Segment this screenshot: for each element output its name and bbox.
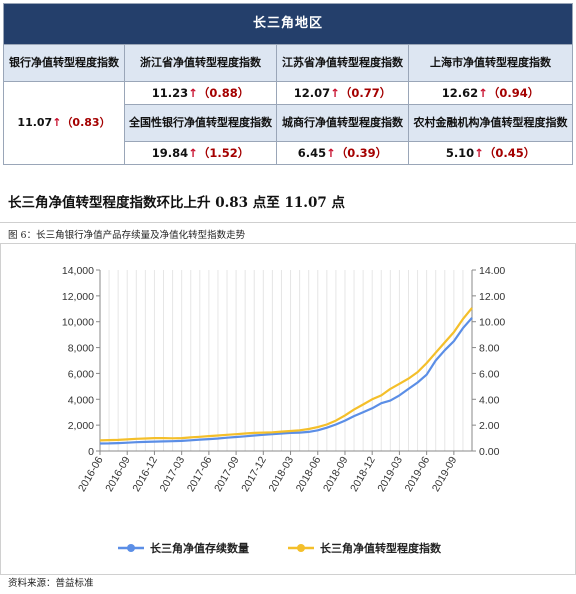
city-bank-index-value-cell: 6.45↑（0.39） [276,141,409,165]
series-line-0 [99,317,473,445]
left-tick-label: 12,000 [62,291,94,303]
national-bank-index-label: 全国性银行净值转型程度指数 [124,104,277,142]
index-table: 长三角地区 银行净值转型程度指数 浙江省净值转型程度指数 江苏省净值转型程度指数… [2,3,574,165]
zhejiang-index-value: 11.23 [151,86,189,100]
city-bank-index-value: 6.45 [297,146,327,160]
right-axis-labels: 0.00 2.00 4.00 6.00 8.00 10.00 12.00 14.00 [479,265,505,458]
shanghai-index-change: （0.94） [487,86,540,100]
up-arrow-icon: ↑ [474,146,484,160]
region-title: 长三角地区 [2,3,574,45]
rural-bank-index-value: 5.10 [445,146,475,160]
right-tick-label: 2.00 [479,420,500,432]
zhejiang-index-value-cell: 11.23↑（0.88） [124,81,277,105]
shanghai-index-value: 12.62 [441,86,479,100]
shanghai-index-label: 上海市净值转型程度指数 [407,44,574,82]
left-tick-label: 4,000 [68,394,94,406]
section-headline: 长三角净值转型程度指数环比上升 0.83 点至 11.07 点 [8,195,345,211]
shanghai-index-value-cell: 12.62↑（0.94） [407,81,574,105]
chart-legend: 长三角净值存续数量 长三角净值转型程度指数 [118,541,442,555]
zhejiang-index-change: （0.88） [197,86,250,100]
up-arrow-icon: ↑ [478,86,488,100]
jiangsu-index-value: 12.07 [293,86,331,100]
left-tick-label: 6,000 [68,368,94,380]
national-bank-index-change: （1.52） [197,146,250,160]
left-tick-label: 0 [88,446,94,458]
left-tick-label: 10,000 [62,317,94,329]
rural-bank-index-change: （0.45） [483,146,536,160]
rural-bank-index-value-cell: 5.10↑（0.45） [407,141,574,165]
legend-swatch-dot [297,544,305,552]
chart-frame [0,243,576,575]
legend-swatch-dot [127,544,135,552]
right-tick-label: 0.00 [479,446,500,458]
chart-series [99,307,473,445]
series-line-1 [99,307,473,442]
right-tick-label: 4.00 [479,394,500,406]
right-tick-label: 8.00 [479,343,500,355]
bank-index-value: 11.07 [17,116,53,129]
legend-label: 长三角净值存续数量 [150,541,249,555]
jiangsu-index-value-cell: 12.07↑（0.77） [276,81,409,105]
jiangsu-index-change: （0.77） [339,86,392,100]
up-arrow-icon: ↑ [188,146,198,160]
left-tick-label: 14,000 [62,265,94,277]
right-tick-label: 14.00 [479,265,505,277]
national-bank-index-value: 19.84 [151,146,189,160]
trend-chart: 02,0004,0006,0008,00010,00012,00014,000 … [0,243,576,575]
caption-divider [0,222,576,223]
rural-bank-index-label: 农村金融机构净值转型程度指数 [407,104,574,142]
zhejiang-index-label: 浙江省净值转型程度指数 [124,44,277,82]
left-tick-label: 8,000 [68,343,94,355]
chart-axes [96,269,476,455]
jiangsu-index-label: 江苏省净值转型程度指数 [276,44,409,82]
right-tick-label: 10.00 [479,317,505,329]
up-arrow-icon: ↑ [52,116,62,129]
bank-index-value-cell: 11.07↑（0.83） [3,81,125,165]
source-note: 资料来源：普益标准 [8,578,94,589]
right-tick-label: 6.00 [479,368,500,380]
left-axis-labels: 0 2,000 4,000 6,000 8,000 10,000 12,000 14,000 [62,265,94,458]
city-bank-index-label: 城商行净值转型程度指数 [276,104,409,142]
right-tick-label: 12.00 [479,291,505,303]
up-arrow-icon: ↑ [188,86,198,100]
up-arrow-icon: ↑ [330,86,340,100]
bank-index-label: 银行净值转型程度指数 [3,44,125,82]
city-bank-index-change: （0.39） [335,146,388,160]
bank-index-change: （0.83） [61,116,111,129]
up-arrow-icon: ↑ [326,146,336,160]
figure-caption: 图 6：长三角银行净值产品存续量及净值化转型指数走势 [8,230,246,241]
legend-label: 长三角净值转型程度指数 [320,541,442,555]
national-bank-index-value-cell: 19.84↑（1.52） [124,141,277,165]
left-tick-label: 2,000 [68,420,94,432]
